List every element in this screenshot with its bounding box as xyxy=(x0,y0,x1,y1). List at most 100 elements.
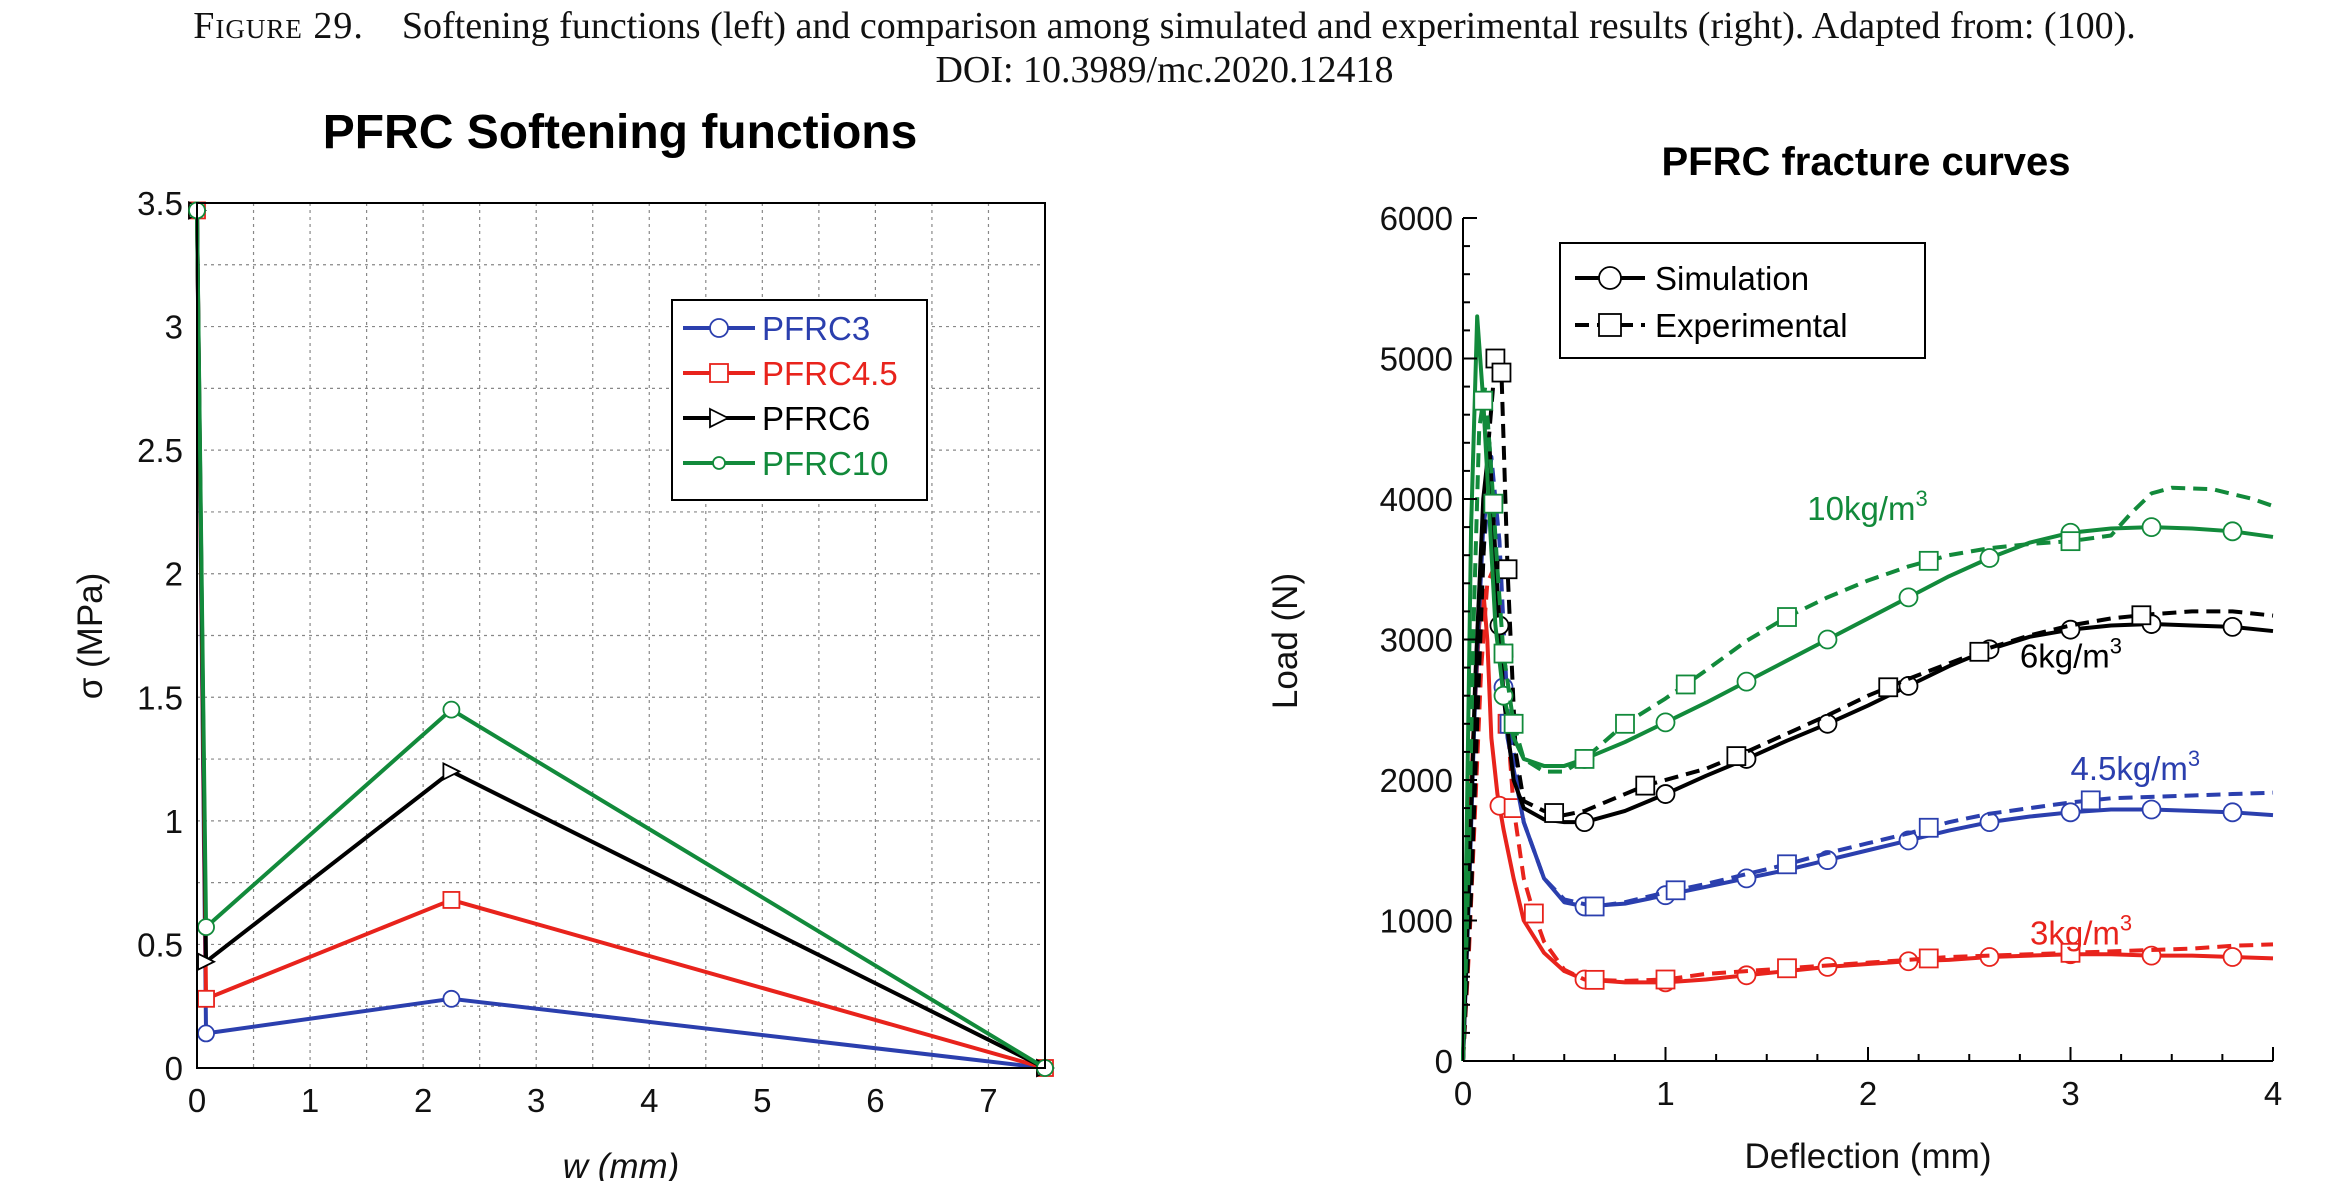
y-tick-label: 2000 xyxy=(1380,762,1453,799)
simulation-marker xyxy=(1574,812,1595,833)
y-tick-label: 3.5 xyxy=(137,185,183,222)
legend-marker-simulation xyxy=(1598,266,1622,290)
y-tick-label: 0 xyxy=(165,1050,183,1087)
fracture-chart-title: PFRC fracture curves xyxy=(1661,140,2070,184)
y-tick-label: 3 xyxy=(165,309,183,346)
y-tick-label: 1 xyxy=(165,803,183,840)
simulation-marker xyxy=(1979,548,2000,568)
annotation-superscript: 3 xyxy=(1915,486,1927,511)
y-tick-label: 0 xyxy=(1435,1043,1453,1080)
experimental-marker xyxy=(1584,969,1605,990)
simulation-marker xyxy=(2222,947,2243,967)
experimental-marker xyxy=(1615,713,1635,734)
legend-marker-experimental xyxy=(1598,313,1622,337)
fracture-axes xyxy=(1462,217,2274,1062)
simulation-marker xyxy=(2222,616,2243,637)
series-annotation: 4.5kg/m3 xyxy=(2071,746,2201,787)
series-annotation: 3kg/m3 xyxy=(2030,910,2132,951)
x-tick-label: 0 xyxy=(1454,1075,1472,1112)
caption-text: Softening functions (left) and compariso… xyxy=(401,5,2136,47)
experimental-marker xyxy=(1675,674,1696,695)
experimental-line-10kgm3 xyxy=(1461,384,2274,1062)
experimental-marker xyxy=(2080,790,2101,811)
experimental-marker xyxy=(1878,677,1899,698)
data-point-pfrc10 xyxy=(442,700,461,719)
fracture-legend: Simulation Experimental xyxy=(1559,242,1926,359)
experimental-marker xyxy=(1918,550,1939,571)
fracture-chart: PFRC fracture curves 0 1 2 3 4 0 1000 2000 3000 4… xyxy=(1266,140,2282,1176)
x-tick-label: 5 xyxy=(753,1082,771,1119)
experimental-marker xyxy=(1483,493,1504,514)
simulation-line-6kgm3 xyxy=(1461,440,2274,1062)
experimental-marker xyxy=(1491,362,1512,383)
experimental-marker xyxy=(1777,958,1797,979)
x-tick-label: 4 xyxy=(2264,1075,2282,1112)
softening-series xyxy=(188,200,1056,1078)
experimental-marker xyxy=(1523,903,1544,924)
y-tick-label: 1000 xyxy=(1380,903,1453,940)
fracture-ylabel: Load (N) xyxy=(1266,573,1305,709)
y-tick-label: 4000 xyxy=(1380,481,1453,518)
caption-doi: DOI: 10.3989/mc.2020.12418 xyxy=(935,49,1394,91)
experimental-marker xyxy=(1493,643,1514,664)
experimental-marker xyxy=(1665,880,1686,901)
experimental-marker xyxy=(1635,775,1656,796)
simulation-marker xyxy=(1655,712,1676,733)
y-tick-label: 2.5 xyxy=(137,432,183,469)
figure-label: Figure 29. xyxy=(193,5,364,47)
experimental-marker xyxy=(1918,948,1939,969)
experimental-marker xyxy=(1574,749,1595,769)
y-tick-label: 2 xyxy=(165,556,183,593)
data-point-pfrc6 xyxy=(442,761,462,781)
simulation-marker xyxy=(2141,799,2162,820)
simulation-marker xyxy=(2141,517,2162,537)
experimental-marker xyxy=(1544,803,1565,823)
fracture-xlabel: Deflection (mm) xyxy=(1745,1137,1992,1176)
fracture-ticks: 0 1 2 3 4 0 1000 2000 3000 4000 5000 6000 xyxy=(1380,200,2283,1112)
softening-plot-frame xyxy=(196,202,1046,1069)
caption-line-1: Figure 29. Softening functions (left) an… xyxy=(0,4,2329,48)
simulation-marker xyxy=(1817,713,1838,734)
x-tick-label: 6 xyxy=(866,1082,884,1119)
simulation-marker xyxy=(1655,784,1676,804)
y-tick-label: 3000 xyxy=(1380,622,1453,659)
fracture-series xyxy=(1461,314,2274,1062)
x-tick-label: 2 xyxy=(1859,1075,1877,1112)
x-tick-label: 3 xyxy=(2061,1075,2079,1112)
legend-label-pfrc3: PFRC3 xyxy=(762,310,870,347)
data-point-pfrc3 xyxy=(197,1024,215,1043)
experimental-marker xyxy=(1655,969,1676,990)
softening-grid xyxy=(197,203,1045,1068)
simulation-marker xyxy=(1817,629,1838,650)
experimental-marker xyxy=(1497,559,1518,580)
data-point-pfrc6 xyxy=(197,952,217,972)
legend-marker-pfrc10 xyxy=(712,456,726,470)
y-tick-label: 1.5 xyxy=(137,679,183,716)
legend-marker-pfrc4.5 xyxy=(709,363,729,383)
softening-ylabel: σ (MPa) xyxy=(71,573,110,700)
simulation-marker xyxy=(1979,812,2000,833)
fracture-legend-box xyxy=(1559,242,1926,359)
simulation-marker xyxy=(2222,802,2243,823)
series-annotation: 6kg/m3 xyxy=(2020,634,2122,675)
simulation-marker xyxy=(1898,587,1919,608)
softening-chart: PFRC Softening functions 0 1 2 3 4 5 6 7 0 0.5 1 1.… xyxy=(71,106,1056,1181)
x-tick-label: 2 xyxy=(414,1082,432,1119)
x-tick-label: 1 xyxy=(301,1082,319,1119)
legend-label-simulation: Simulation xyxy=(1655,260,1809,297)
y-tick-label: 5000 xyxy=(1380,341,1453,378)
experimental-marker xyxy=(2060,942,2081,963)
fracture-annotations: 10kg/m3 6kg/m3 4.5kg/m3 3kg/m3 xyxy=(1807,486,2200,951)
legend-marker-pfrc6 xyxy=(709,407,731,429)
experimental-marker xyxy=(1473,390,1494,411)
experimental-marker xyxy=(1584,896,1605,917)
y-tick-label: 0.5 xyxy=(137,926,183,963)
data-point-pfrc4.5 xyxy=(442,891,461,909)
softening-xlabel: w (mm) xyxy=(563,1147,680,1181)
data-point-pfrc3 xyxy=(442,989,461,1008)
legend-label-experimental: Experimental xyxy=(1655,307,1848,344)
x-tick-label: 1 xyxy=(1656,1075,1674,1112)
x-tick-label: 7 xyxy=(979,1082,997,1119)
annotation-superscript: 3 xyxy=(2120,910,2132,935)
